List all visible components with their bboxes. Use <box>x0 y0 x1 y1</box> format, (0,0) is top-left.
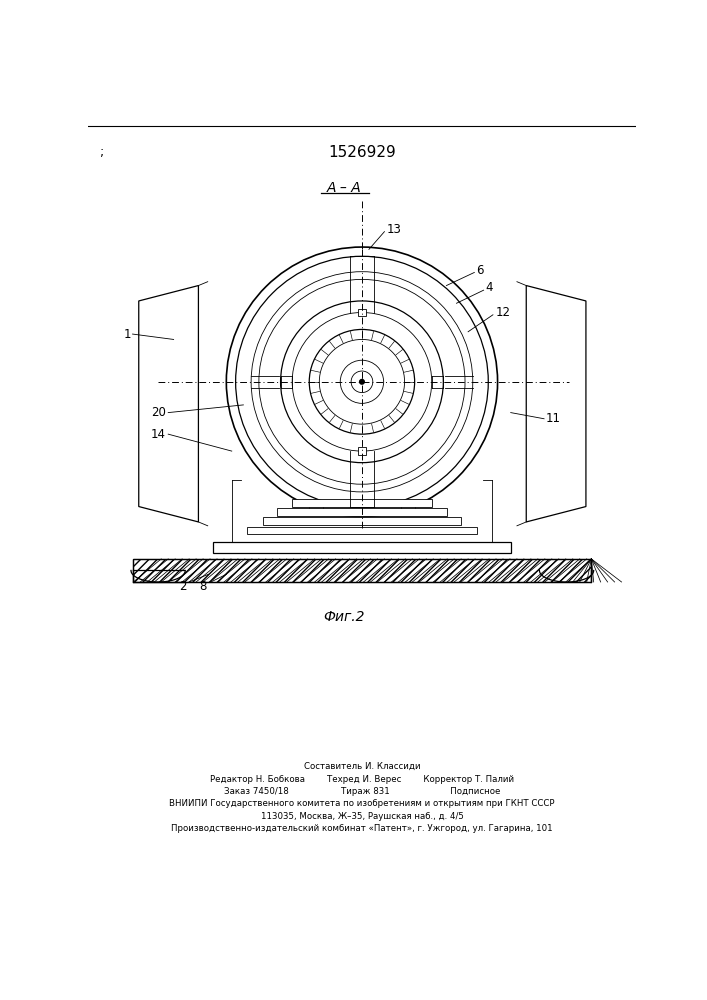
Bar <box>134 559 591 582</box>
Text: ;: ; <box>100 146 105 159</box>
Bar <box>134 559 591 582</box>
Bar <box>358 447 366 455</box>
Text: 1: 1 <box>124 328 131 341</box>
Text: 113035, Москва, Ж–35, Раушская наб., д. 4/5: 113035, Москва, Ж–35, Раушская наб., д. … <box>260 812 463 821</box>
Bar <box>309 505 323 513</box>
Bar <box>247 527 477 534</box>
Text: 20: 20 <box>151 406 166 419</box>
Text: Производственно-издательский комбинат «Патент», г. Ужгород, ул. Гагарина, 101: Производственно-издательский комбинат «П… <box>171 824 553 833</box>
Text: Редактор Н. Бобкова        Техред И. Верес        Корректор Т. Палий: Редактор Н. Бобкова Техред И. Верес Корр… <box>210 775 514 784</box>
Text: А – А: А – А <box>327 181 361 195</box>
Polygon shape <box>526 286 586 522</box>
Text: 8: 8 <box>199 580 206 593</box>
Polygon shape <box>139 286 199 522</box>
Text: ВНИИПИ Государственного комитета по изобретениям и открытиям при ГКНТ СССР: ВНИИПИ Государственного комитета по изоб… <box>169 799 555 808</box>
Bar <box>358 309 366 316</box>
Bar <box>263 517 461 525</box>
Text: 1526929: 1526929 <box>328 145 396 160</box>
Text: Составитель И. Классиди: Составитель И. Классиди <box>303 762 420 771</box>
Text: 14: 14 <box>151 428 166 441</box>
Text: 12: 12 <box>495 306 510 319</box>
Bar <box>401 505 414 513</box>
Bar <box>213 542 510 553</box>
Text: Фиг.2: Фиг.2 <box>323 610 365 624</box>
Text: 13: 13 <box>387 223 402 236</box>
Bar <box>276 508 448 516</box>
Text: Заказ 7450/18                   Тираж 831                      Подписное: Заказ 7450/18 Тираж 831 Подписное <box>223 787 500 796</box>
Text: 11: 11 <box>546 412 561 425</box>
Text: 6: 6 <box>476 264 484 277</box>
Text: 4: 4 <box>485 281 493 294</box>
Bar <box>292 499 432 507</box>
Circle shape <box>360 379 364 384</box>
Text: 2: 2 <box>179 580 187 593</box>
